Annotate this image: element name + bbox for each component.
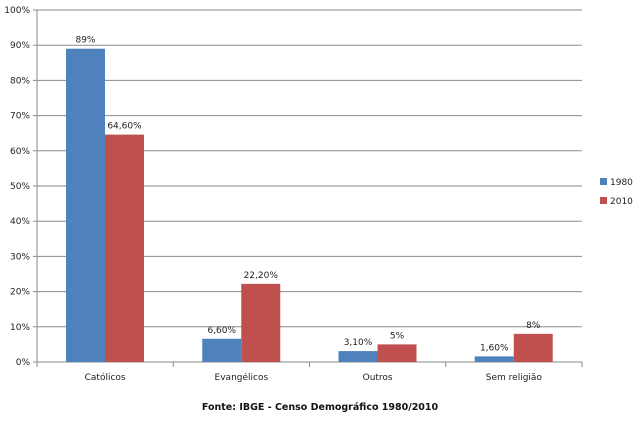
data-label: 8% — [526, 321, 541, 331]
y-tick-label: 50% — [10, 182, 30, 192]
data-label: 89% — [75, 36, 95, 46]
bar-1980 — [338, 351, 378, 362]
y-tick-label: 0% — [16, 358, 31, 368]
data-label: 64,60% — [107, 122, 142, 132]
y-tick-label: 40% — [10, 217, 30, 227]
data-label: 22,20% — [244, 271, 279, 281]
category-label: Outros — [363, 373, 393, 383]
legend-label: 1980 — [610, 178, 633, 188]
legend-swatch-1980 — [600, 178, 607, 185]
bar-2010 — [105, 134, 144, 362]
y-tick-label: 60% — [10, 147, 30, 157]
data-label: 3,10% — [344, 338, 373, 348]
bar-1980 — [202, 338, 242, 362]
category-label: Evangélicos — [215, 372, 269, 383]
bar-1980 — [66, 48, 105, 362]
legend-label: 2010 — [610, 197, 633, 207]
bar-1980 — [474, 356, 514, 362]
data-label: 5% — [390, 331, 405, 341]
data-label: 6,60% — [207, 326, 236, 336]
category-label: Católicos — [85, 372, 126, 383]
source-note: Fonte: IBGE - Censo Demográfico 1980/201… — [202, 402, 439, 413]
y-tick-label: 30% — [10, 252, 30, 262]
y-tick-label: 70% — [10, 112, 30, 122]
data-label: 1,60% — [480, 343, 509, 353]
legend-swatch-2010 — [600, 197, 607, 204]
bar-2010 — [513, 333, 553, 362]
y-tick-label: 20% — [10, 288, 30, 298]
bar-2010 — [377, 344, 417, 362]
y-tick-label: 100% — [4, 6, 30, 16]
category-label: Sem religião — [486, 373, 543, 383]
y-tick-label: 80% — [10, 76, 30, 86]
y-tick-label: 90% — [10, 41, 30, 51]
bar-2010 — [241, 283, 281, 362]
y-tick-label: 10% — [10, 323, 30, 333]
